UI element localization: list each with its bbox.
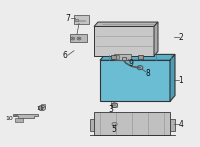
Polygon shape [154, 22, 158, 56]
Circle shape [113, 104, 116, 106]
Polygon shape [170, 54, 175, 101]
Circle shape [72, 38, 74, 39]
Circle shape [78, 38, 80, 39]
Text: 4: 4 [179, 120, 183, 129]
Polygon shape [94, 22, 158, 26]
Text: 5: 5 [112, 125, 116, 134]
FancyBboxPatch shape [74, 15, 89, 24]
FancyBboxPatch shape [94, 26, 154, 56]
FancyBboxPatch shape [94, 112, 170, 135]
Text: 7: 7 [66, 14, 70, 23]
Text: 8: 8 [146, 69, 150, 78]
FancyBboxPatch shape [41, 104, 45, 107]
FancyBboxPatch shape [75, 19, 78, 21]
Circle shape [111, 103, 118, 107]
Text: 3: 3 [109, 105, 113, 114]
Circle shape [71, 37, 75, 40]
FancyBboxPatch shape [138, 55, 143, 59]
Text: 6: 6 [63, 51, 67, 60]
FancyBboxPatch shape [116, 55, 119, 59]
FancyBboxPatch shape [100, 60, 170, 101]
FancyBboxPatch shape [170, 119, 175, 131]
Circle shape [77, 37, 81, 40]
Text: 2: 2 [179, 33, 183, 42]
FancyBboxPatch shape [114, 54, 131, 60]
Circle shape [38, 105, 46, 111]
Circle shape [40, 107, 44, 109]
Text: 9: 9 [129, 59, 133, 68]
FancyBboxPatch shape [111, 55, 116, 59]
Polygon shape [13, 114, 38, 118]
Text: 1: 1 [179, 76, 183, 85]
Polygon shape [100, 54, 175, 60]
FancyBboxPatch shape [70, 34, 87, 42]
FancyBboxPatch shape [122, 57, 126, 60]
Text: 10: 10 [5, 116, 13, 121]
Text: 11: 11 [36, 106, 44, 111]
Circle shape [112, 122, 117, 126]
FancyBboxPatch shape [15, 118, 23, 122]
FancyBboxPatch shape [90, 119, 94, 131]
